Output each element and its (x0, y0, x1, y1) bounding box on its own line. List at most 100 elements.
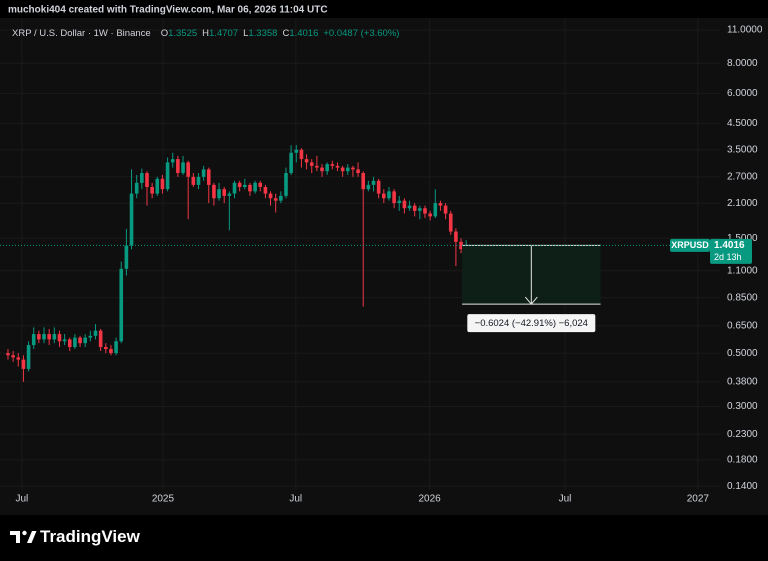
candle-body (366, 184, 371, 190)
candle-body (103, 347, 108, 350)
candle-body (16, 357, 21, 360)
candle-body (176, 159, 180, 174)
candle-body (397, 200, 402, 204)
candle-body (26, 345, 31, 369)
candle-body (423, 208, 427, 214)
legend-value: 1.3358 (248, 28, 277, 39)
y-tick-label: 0.1800 (727, 455, 758, 466)
logo-dot (22, 530, 27, 536)
candle-body (217, 189, 221, 199)
candle-body (345, 167, 350, 172)
y-tick-label: 0.2300 (727, 429, 758, 440)
candle-body (6, 353, 10, 356)
candle-body (67, 339, 72, 348)
y-tick-label: 2.1000 (727, 198, 758, 209)
candle-body (268, 193, 273, 199)
candle-body (140, 173, 144, 183)
x-tick-label: 2026 (419, 494, 442, 505)
y-tick-label: 11.0000 (727, 25, 763, 36)
y-tick-label: 3.5000 (727, 144, 758, 155)
legend-value: 1.3525 (168, 28, 197, 39)
y-tick-label: 0.1400 (727, 481, 758, 492)
candle-body (448, 213, 453, 232)
y-tick-label: 0.3800 (727, 376, 758, 387)
candle-body (387, 191, 391, 199)
candle-body (191, 176, 196, 185)
legend-key: O (161, 28, 168, 39)
y-tick-label: 0.6500 (727, 320, 758, 331)
candle-body (320, 167, 324, 172)
candle-body (145, 173, 149, 188)
symbol-tag (670, 238, 710, 252)
candle-body (222, 189, 227, 196)
legend-key: C (282, 28, 289, 39)
candle-body (263, 187, 268, 194)
tradingview-logo: TradingView (10, 527, 141, 546)
header-text: muchoki404 created with TradingView.com,… (8, 5, 328, 16)
candle-body (114, 341, 118, 354)
candle-body (402, 200, 407, 209)
candle-body (124, 245, 129, 269)
candle-body (459, 241, 463, 250)
legend-key: H (202, 28, 209, 39)
legend-value: 1.4707 (209, 28, 238, 39)
candle-body (78, 337, 82, 344)
measure-label: −0.6024 (−42.91%) −6,024 (475, 318, 588, 329)
candle-body (52, 334, 57, 340)
logo-mark (27, 531, 37, 543)
candle-body (315, 165, 319, 168)
candle-body (304, 159, 309, 163)
candle-body (356, 169, 360, 174)
measure-label-box (467, 314, 596, 333)
legend-change: +0.0487 (+3.60%) (323, 28, 399, 39)
candle-body (119, 268, 124, 342)
chart-panel (0, 18, 768, 515)
y-tick-label: 0.5000 (727, 348, 758, 359)
candle-body (196, 176, 201, 185)
candle-body (371, 180, 376, 185)
candle-body (232, 182, 237, 194)
candle-body (42, 334, 46, 340)
candle-body (21, 359, 26, 369)
candle-body (109, 349, 113, 354)
candle-body (11, 355, 15, 358)
candle-body (88, 335, 93, 338)
y-tick-label: 1.5000 (727, 233, 758, 244)
candle-body (83, 337, 88, 344)
candle-body (335, 165, 340, 168)
candle-body (284, 173, 288, 196)
candle-body (443, 205, 448, 214)
x-tick-label: Jul (289, 494, 302, 505)
candle-body (57, 334, 62, 342)
x-tick-label: Jul (559, 494, 572, 505)
y-tick-label: 1.1000 (727, 265, 758, 276)
candle-body (31, 334, 36, 346)
candle-body (279, 195, 283, 201)
candle-body (237, 182, 242, 188)
y-tick-label: 8.0000 (727, 58, 758, 69)
candle-body (294, 149, 299, 153)
candle-body (243, 184, 247, 188)
candle-body (258, 182, 263, 188)
y-tick-label: 4.5000 (727, 118, 758, 129)
candle-body (73, 337, 77, 348)
logo-mark (10, 531, 20, 543)
legend-symbol: XRP / U.S. Dollar · 1W · Binance (12, 28, 151, 39)
candle-body (201, 169, 206, 177)
candle-body (418, 208, 422, 211)
candle-body (433, 203, 438, 217)
x-tick-label: 2025 (152, 494, 175, 505)
candle-body (309, 162, 314, 166)
candle-body (351, 167, 355, 170)
candle-body (438, 203, 443, 206)
candle-body (325, 164, 329, 172)
candle-body (227, 193, 232, 196)
candle-body (62, 339, 67, 342)
candle-body (98, 330, 103, 348)
x-tick-label: 2027 (687, 494, 710, 505)
candle-body (299, 149, 304, 160)
x-tick-label: Jul (15, 494, 28, 505)
candle-body (37, 334, 41, 340)
candle-body (382, 193, 386, 199)
